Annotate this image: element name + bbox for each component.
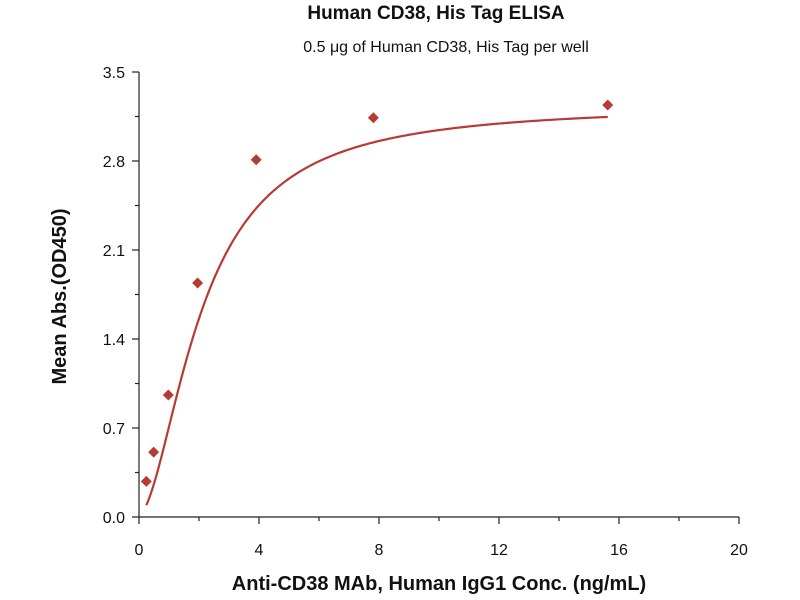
data-point	[162, 389, 174, 401]
x-tick-label: 16	[610, 542, 628, 559]
y-tick-label: 0.7	[103, 421, 125, 438]
y-tick-label: 2.8	[103, 154, 125, 171]
data-point	[250, 154, 262, 166]
y-tick-label: 2.1	[103, 243, 125, 260]
axes	[138, 72, 739, 518]
chart-title: Human CD38, His Tag ELISA	[307, 3, 565, 24]
y-tick-label: 1.4	[103, 332, 125, 349]
x-tick-label: 12	[490, 542, 508, 559]
data-point	[140, 475, 152, 487]
x-tick-label: 4	[255, 542, 264, 559]
x-tick-label: 0	[135, 542, 144, 559]
ticks: 0 4 8 12 16 20 0.0 0.7 1.4 2.1 2.8 3.5	[103, 65, 748, 559]
fit-curve	[145, 115, 608, 506]
x-axis-label: Anti-CD38 MAb, Human IgG1 Conc. (ng/mL)	[232, 573, 646, 595]
data-point	[148, 446, 160, 458]
y-tick-label: 3.5	[103, 65, 125, 82]
y-axis-label: Mean Abs.(OD450)	[49, 209, 71, 385]
chart-subtitle: 0.5 μg of Human CD38, His Tag per well	[303, 39, 589, 56]
x-tick-label: 20	[730, 542, 748, 559]
x-tick-label: 8	[375, 542, 384, 559]
data-point	[192, 277, 204, 289]
data-point	[367, 112, 379, 124]
data-points	[140, 99, 614, 487]
data-point	[602, 99, 614, 111]
y-tick-label: 0.0	[103, 510, 125, 527]
